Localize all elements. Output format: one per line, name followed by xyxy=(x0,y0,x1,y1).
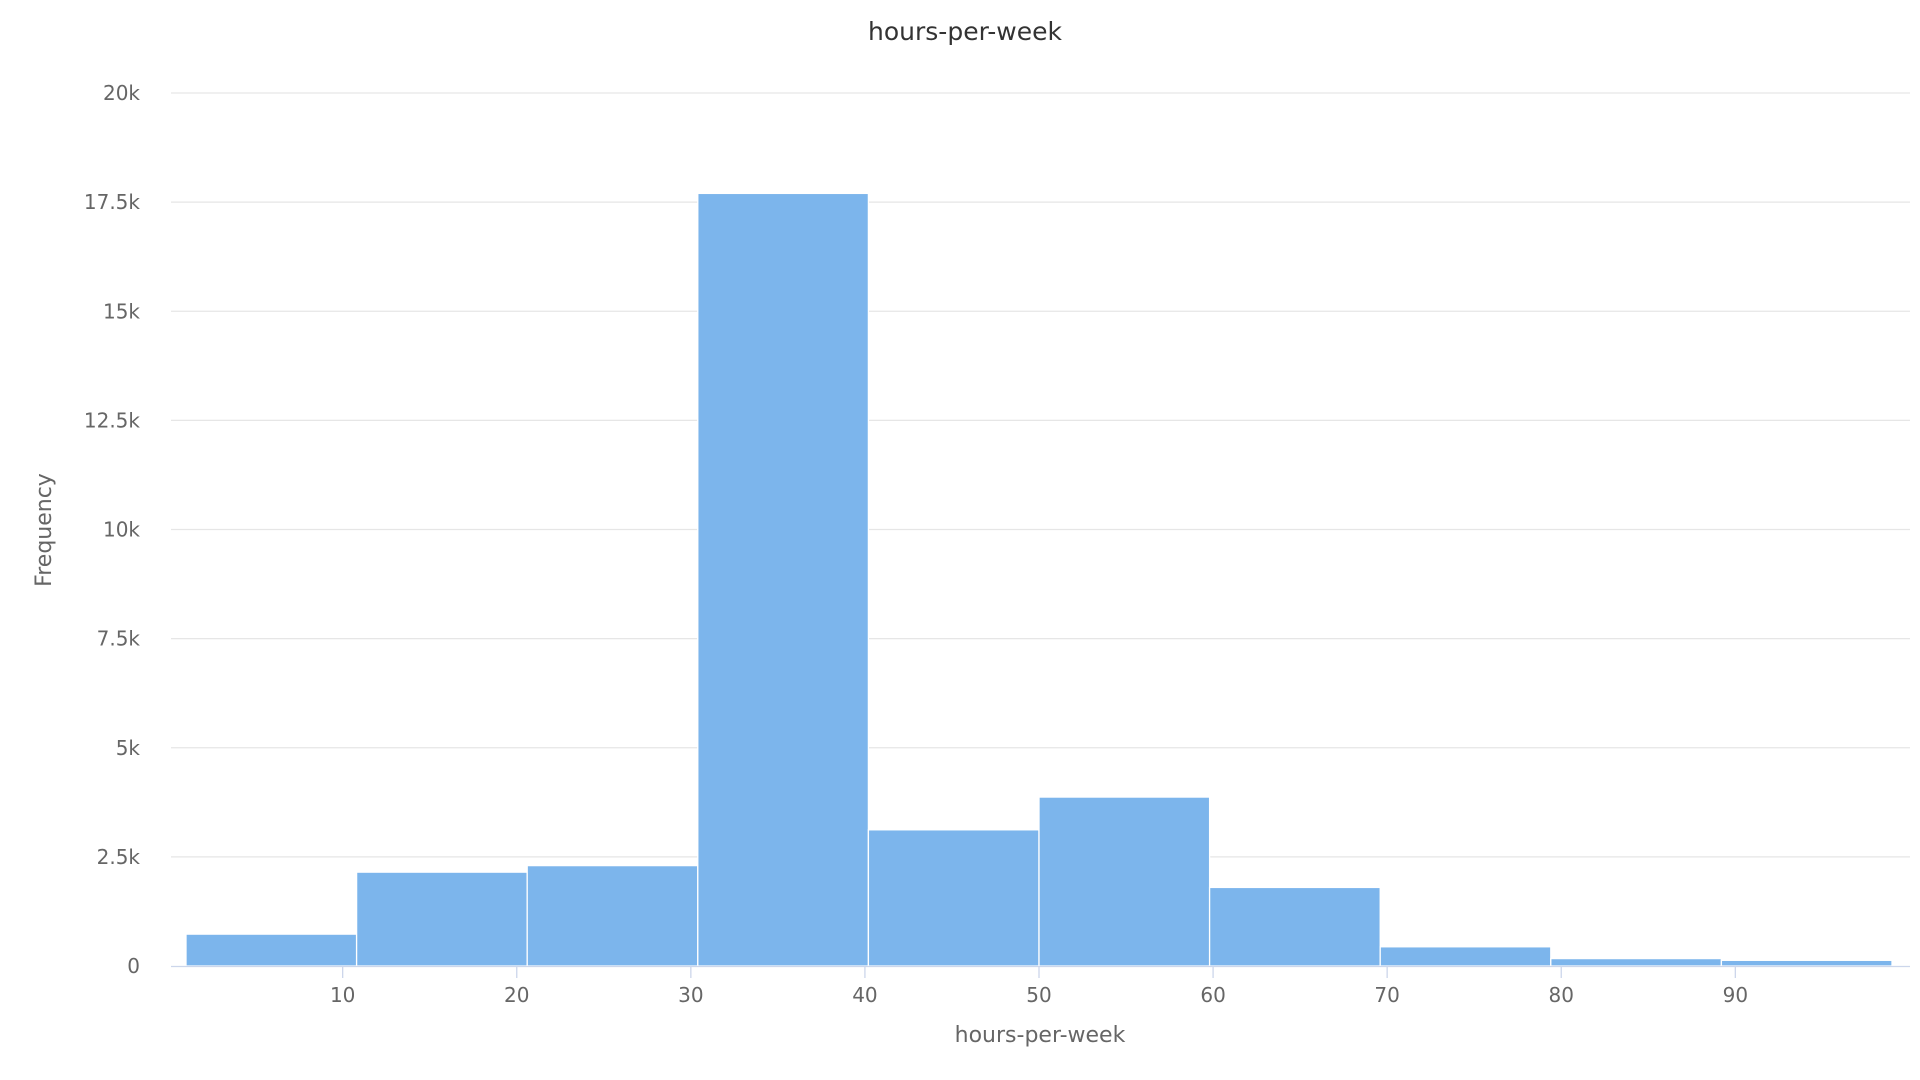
x-axis-ticks: 10 20 30 40 50 60 70 80 90 xyxy=(330,966,1748,1007)
histogram-bars xyxy=(185,192,1893,967)
x-tick-label: 80 xyxy=(1549,983,1574,1007)
y-tick-label: 7.5k xyxy=(97,627,141,651)
histogram-bar[interactable] xyxy=(1720,959,1893,967)
histogram-bar[interactable] xyxy=(1550,957,1723,967)
x-tick-label: 10 xyxy=(330,983,355,1007)
x-tick-label: 60 xyxy=(1200,983,1225,1007)
y-tick-label: 10k xyxy=(103,518,140,542)
grid-lines xyxy=(171,92,1910,858)
histogram-bar[interactable] xyxy=(526,864,699,967)
x-tick-label: 50 xyxy=(1026,983,1051,1007)
x-tick-label: 20 xyxy=(504,983,529,1007)
y-tick-label: 2.5k xyxy=(97,845,141,869)
y-axis-title: Frequency xyxy=(32,473,57,587)
y-tick-label: 12.5k xyxy=(84,408,141,432)
chart-title: hours-per-week xyxy=(868,17,1062,46)
y-tick-label: 17.5k xyxy=(84,190,141,214)
histogram-bar[interactable] xyxy=(185,933,358,967)
histogram-bar[interactable] xyxy=(1038,796,1211,967)
x-tick-label: 30 xyxy=(678,983,703,1007)
y-tick-label: 0 xyxy=(127,954,140,978)
y-tick-label: 20k xyxy=(103,81,140,105)
histogram-bar[interactable] xyxy=(867,829,1040,967)
x-tick-label: 70 xyxy=(1374,983,1399,1007)
y-tick-label: 5k xyxy=(116,736,141,760)
x-tick-label: 40 xyxy=(852,983,877,1007)
histogram-bar[interactable] xyxy=(1379,946,1552,967)
y-tick-label: 15k xyxy=(103,299,140,323)
x-tick-label: 90 xyxy=(1723,983,1748,1007)
histogram-bar[interactable] xyxy=(355,871,528,967)
x-axis-title: hours-per-week xyxy=(955,1023,1126,1048)
y-axis-ticks: 0 2.5k 5k 7.5k 10k 12.5k 15k 17.5k 20k xyxy=(84,81,141,978)
histogram-bar[interactable] xyxy=(1208,886,1381,967)
histogram-bar[interactable] xyxy=(697,192,870,967)
